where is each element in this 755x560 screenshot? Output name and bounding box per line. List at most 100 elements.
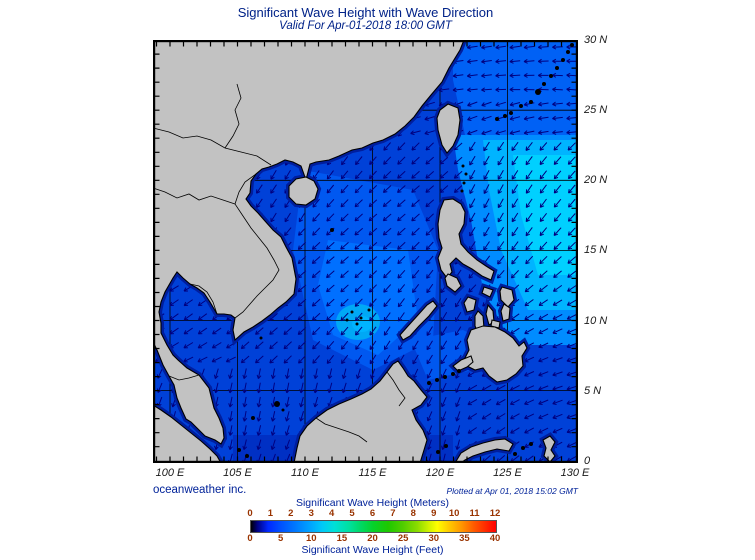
plotted-timestamp: Plotted at Apr 01, 2018 15:02 GMT [446,486,578,496]
island-dot [495,117,499,121]
landmass [293,360,428,463]
landmass [153,40,465,445]
island-dot [461,164,465,168]
landmass [454,438,514,463]
island-dot [427,381,431,385]
landmass [481,286,494,298]
lat-label: 0 [584,454,591,467]
island-dot [561,58,565,62]
island-dot [274,401,280,407]
colorbar-tick: 10 [448,508,460,519]
island-dot [237,448,241,452]
island-dot [251,416,255,420]
lat-label: 20 N [584,174,608,187]
island-dot [513,452,517,456]
landmass [444,273,462,293]
island-dot [549,74,553,78]
island-dot [281,408,285,412]
island-dot [555,66,559,70]
country-border [224,83,242,149]
colorbar-tick: 15 [336,533,348,544]
island-dot [350,310,354,314]
island-dot [359,316,363,320]
island-dot [529,100,533,104]
country-border [153,127,272,166]
colorbar-tick: 4 [329,508,335,519]
lat-label: 25 N [584,104,608,117]
landmass [288,176,319,206]
colorbar-gradient [250,520,497,533]
colorbar-tick: 2 [288,508,294,519]
country-border [168,374,200,381]
island-dot [519,104,523,108]
landmass [542,435,556,463]
island-dot [464,172,468,176]
island-dot [451,372,455,376]
colorbar-tick: 1 [267,508,274,519]
sea-patch [453,40,578,135]
colorbar-tick: 0 [247,533,253,544]
island-dot [503,114,507,118]
landmass [500,303,511,322]
colorbar-tick: 7 [390,508,396,519]
lon-label: 120 E [425,467,455,479]
landmass [437,198,495,281]
island-dot [345,318,349,322]
lon-label: 100 E [155,467,185,479]
wave-height-map [153,40,578,463]
colorbar-tick: 10 [305,533,317,544]
landmass [153,404,222,463]
island-dot [443,375,447,379]
colorbar-tick: 40 [489,533,501,544]
colorbar-tick: 12 [489,508,501,519]
colorbar-tick: 6 [369,508,376,519]
island-dot [355,322,359,326]
lon-label: 130 E [560,467,590,479]
island-dot [367,308,371,312]
lat-label: 30 N [584,34,608,47]
island-dot [444,444,448,448]
lat-label: 5 N [584,384,602,397]
country-border [234,173,280,319]
landmass [490,319,501,329]
island-dot [245,454,249,458]
colorbar-tick: 35 [459,533,470,544]
colorbar-title-meters: Significant Wave Height (Meters) [295,497,450,509]
country-border [386,371,406,407]
island-dot [521,446,525,450]
lat-label: 15 N [584,244,608,257]
lon-label: 115 E [358,467,387,479]
colorbar-tick: 5 [277,533,284,544]
island-dot [529,442,533,446]
colorbar-tick: 5 [349,508,355,519]
colorbar-tick: 8 [410,508,416,519]
island-dot [460,189,464,193]
colorbar-title-feet: Significant Wave Height (Feet) [301,544,444,556]
island-dot [436,450,440,454]
island-dot [535,89,541,95]
chart-title: Significant Wave Height with Wave Direct… [237,5,494,20]
degree-ticks [154,41,577,462]
colorbar-tick: 25 [397,533,409,544]
island-dot [259,336,263,340]
colorbar-tick: 3 [308,508,314,519]
island-dot [566,50,570,54]
map-frame [153,40,578,463]
country-border [189,283,218,315]
lat-label: 10 N [584,314,608,327]
credit-text: oceanweather inc. [153,484,247,496]
lon-label: 105 E [223,467,252,479]
lon-label: 125 E [493,467,522,479]
colorbar-tick: 20 [367,533,378,544]
country-border [315,417,368,443]
island-dot [462,181,466,185]
island-dot [570,43,574,47]
landmass [399,300,438,341]
chart-subtitle: Valid For Apr-01-2018 18:00 GMT [279,20,452,32]
island-dot [457,369,461,373]
lon-label: 110 E [291,467,319,479]
island-dot [435,378,439,382]
island-dot [509,111,513,115]
colorbar-tick: 0 [247,508,253,519]
